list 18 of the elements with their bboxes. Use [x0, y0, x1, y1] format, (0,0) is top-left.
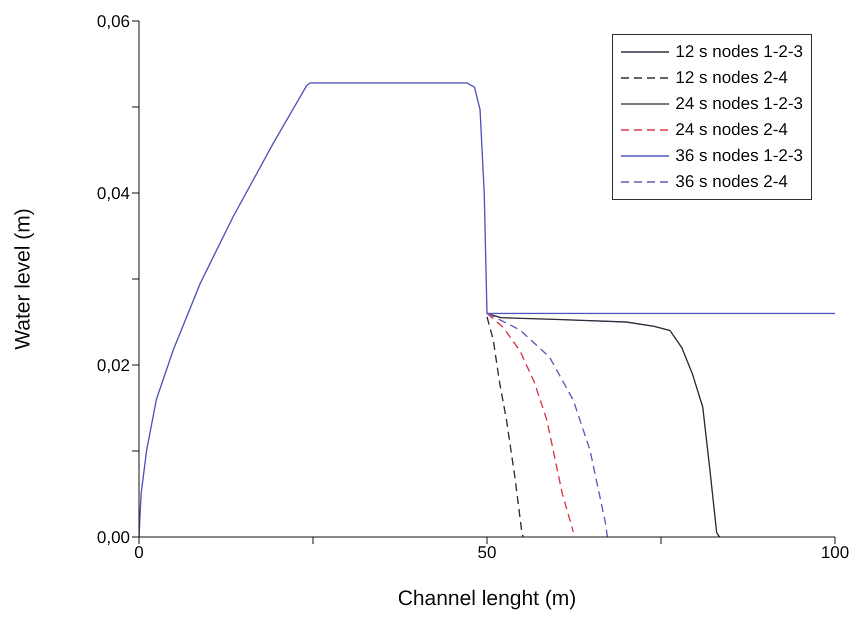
legend-label: 12 s nodes 2-4: [675, 68, 788, 88]
y-tick-label: 0,04: [96, 184, 130, 204]
line-series: [486, 316, 524, 537]
x-axis-title: Channel lenght (m): [398, 587, 576, 610]
y-tick-label: 0,00: [96, 528, 130, 548]
line-series: [486, 312, 574, 533]
legend-label: 24 s nodes 2-4: [675, 120, 788, 140]
legend-label: 36 s nodes 1-2-3: [675, 146, 803, 166]
y-tick-label: 0,06: [96, 12, 130, 32]
legend-label: 24 s nodes 1-2-3: [675, 94, 803, 114]
x-tick-label: 100: [820, 543, 850, 562]
legend-label: 36 s nodes 2-4: [675, 172, 788, 192]
x-tick-label: 0: [134, 543, 144, 562]
line-series: [486, 312, 608, 537]
y-tick-label: 0,02: [96, 356, 130, 376]
x-tick-label: 50: [478, 543, 496, 562]
legend-label: 12 s nodes 1-2-3: [675, 42, 803, 62]
y-axis-title: Water level (m): [11, 208, 34, 350]
